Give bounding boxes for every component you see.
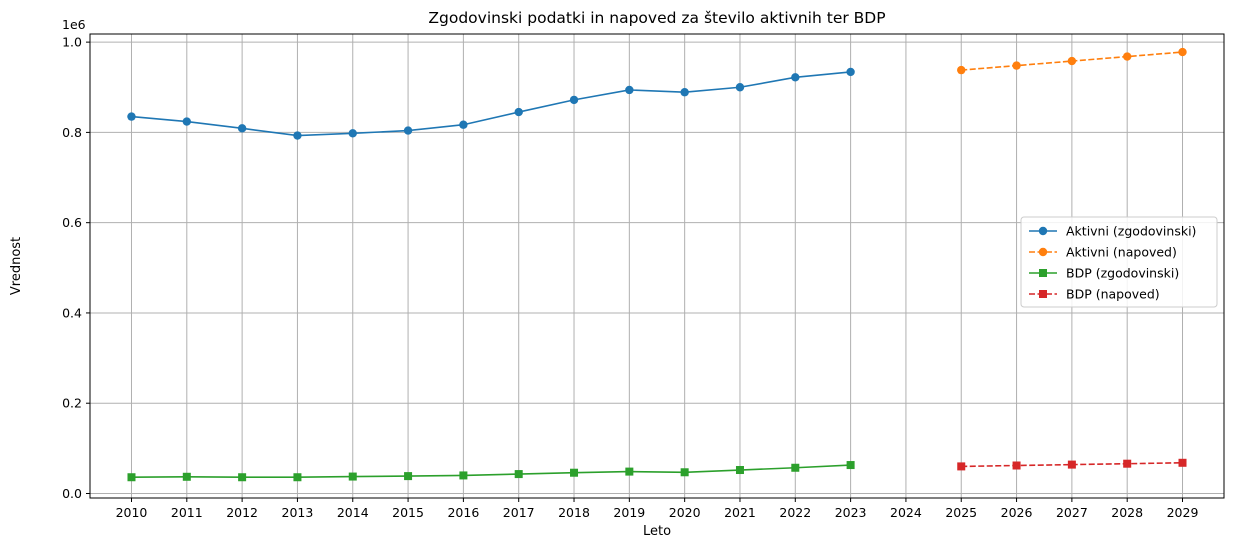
legend-marker: [1038, 226, 1048, 236]
legend-entry: Aktivni (napoved): [1029, 245, 1177, 260]
data-point: [127, 473, 136, 482]
x-axis: 2010 2011 2012 2013 2014 2015 2016 2017 2018 2019…: [116, 498, 1199, 520]
legend: Aktivni (zgodovinski) Aktivni (napoved) BD…: [1020, 216, 1218, 308]
data-point: [570, 468, 579, 477]
data-point: [1012, 461, 1021, 470]
data-point: [569, 95, 579, 105]
x-tick-label: 2028: [1111, 505, 1143, 520]
data-point: [182, 472, 191, 481]
data-point: [1178, 458, 1187, 467]
data-point: [514, 470, 523, 479]
legend-label: BDP (zgodovinski): [1066, 266, 1179, 281]
x-tick-label: 2023: [835, 505, 867, 520]
y-tick-label: 0.4: [62, 305, 82, 320]
data-point: [791, 463, 800, 472]
x-tick-label: 2024: [890, 505, 922, 520]
legend-label: Aktivni (zgodovinski): [1066, 224, 1196, 239]
legend-entry: BDP (zgodovinski): [1029, 266, 1179, 281]
data-point: [1122, 52, 1132, 61]
legend-marker: [1038, 247, 1048, 257]
data-point: [1067, 460, 1076, 469]
legend-box: [1020, 216, 1218, 308]
x-tick-label: 2019: [613, 505, 645, 520]
series-line: [131, 71, 851, 137]
series-layer: [127, 47, 1187, 482]
x-tick-label: 2014: [337, 505, 369, 520]
y-axis-label: Vrednost: [9, 237, 24, 295]
x-tick-label: 2018: [558, 505, 590, 520]
x-tick-label: 2010: [116, 505, 148, 520]
y-tick-label: 0.0: [62, 486, 82, 501]
x-tick-label: 2029: [1167, 505, 1199, 520]
chart-title: Zgodovinski podatki in napoved za števil…: [428, 9, 885, 27]
data-point: [403, 126, 413, 135]
data-point: [348, 472, 357, 481]
y-axis-offset-label: 1e6: [62, 17, 86, 32]
series-line: [131, 464, 851, 479]
x-tick-label: 2020: [669, 505, 701, 520]
legend-marker: [1039, 290, 1047, 298]
data-point: [957, 65, 966, 75]
data-point: [846, 461, 855, 470]
data-point: [625, 467, 634, 476]
data-point: [404, 472, 413, 481]
data-point: [625, 85, 634, 95]
x-tick-label: 2017: [503, 505, 535, 520]
data-point: [514, 107, 523, 117]
legend-marker: [1039, 269, 1047, 277]
x-tick-label: 2015: [392, 505, 424, 520]
x-tick-label: 2025: [945, 505, 977, 520]
legend-label: Aktivni (napoved): [1066, 245, 1177, 260]
data-point: [735, 83, 745, 92]
series-3: [127, 461, 855, 482]
data-point: [680, 88, 689, 97]
series-4: [957, 458, 1187, 471]
data-point: [1012, 61, 1021, 70]
data-point: [459, 471, 468, 480]
data-point: [791, 73, 800, 82]
data-point: [127, 112, 136, 121]
x-tick-label: 2016: [447, 505, 479, 520]
data-point: [182, 117, 192, 126]
data-point: [735, 466, 744, 475]
x-tick-label: 2011: [171, 505, 203, 520]
x-tick-label: 2013: [282, 505, 314, 520]
data-point: [348, 129, 357, 138]
x-axis-label: Leto: [643, 524, 671, 539]
data-point: [238, 473, 247, 482]
series-1: [127, 67, 855, 140]
data-point: [293, 131, 302, 140]
x-tick-label: 2022: [779, 505, 811, 520]
data-point: [459, 120, 468, 129]
y-tick-label: 1.0: [62, 35, 82, 50]
legend-entry: BDP (napoved): [1029, 287, 1160, 302]
y-axis: 0.0 0.2 0.4 0.6 0.8 1.0: [62, 35, 90, 501]
x-tick-label: 2021: [724, 505, 756, 520]
data-point: [293, 473, 302, 482]
legend-label: BDP (napoved): [1066, 287, 1160, 302]
data-point: [237, 124, 247, 133]
y-tick-label: 0.8: [62, 125, 82, 140]
data-point: [957, 462, 966, 471]
y-tick-label: 0.6: [62, 215, 82, 230]
data-point: [680, 468, 689, 477]
data-point: [846, 67, 855, 77]
plot-frame: [89, 33, 1225, 499]
x-tick-label: 2027: [1056, 505, 1088, 520]
data-point: [1123, 459, 1132, 468]
series-2: [957, 47, 1187, 75]
x-tick-label: 2026: [1001, 505, 1033, 520]
legend-entry: Aktivni (zgodovinski): [1029, 224, 1196, 239]
data-point: [1067, 56, 1077, 66]
x-tick-label: 2012: [226, 505, 258, 520]
y-tick-label: 0.2: [62, 396, 82, 411]
data-point: [1178, 47, 1187, 57]
